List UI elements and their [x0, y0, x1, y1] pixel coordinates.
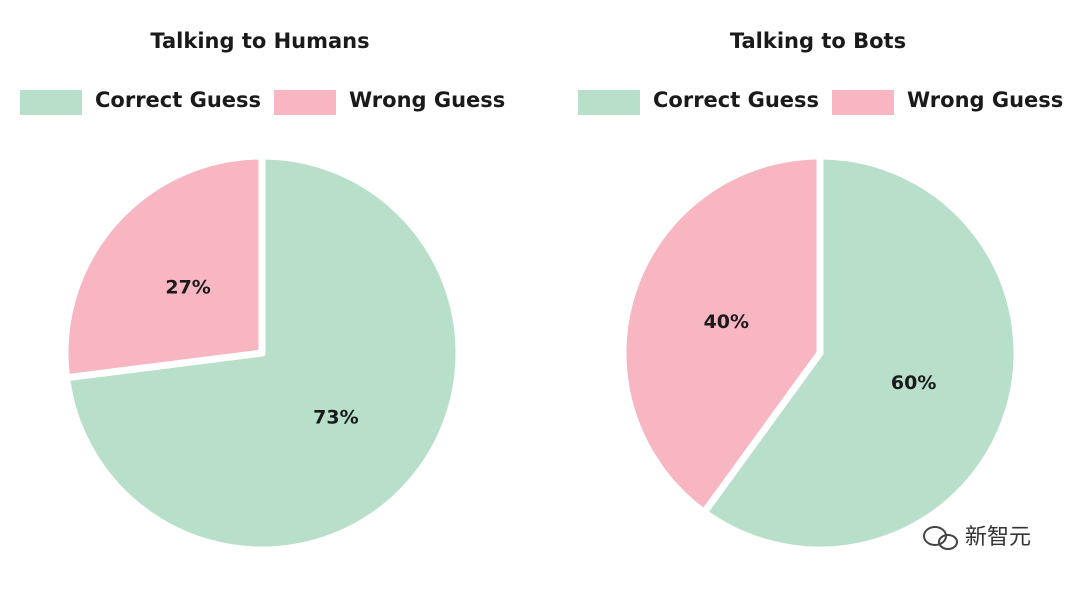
legend-label: Wrong Guess [349, 88, 505, 112]
legend-label: Correct Guess [95, 88, 261, 112]
value-label: 27% [165, 276, 210, 298]
watermark-logo [923, 526, 958, 550]
pie-slice [61, 152, 266, 382]
legend-swatch [20, 90, 82, 115]
legend-swatch [578, 90, 640, 115]
pie-slice [619, 152, 824, 516]
pie-slice [700, 152, 1021, 554]
chart-title: Talking to Humans [150, 29, 369, 53]
legend-swatch [274, 90, 336, 115]
value-label: 60% [891, 372, 936, 394]
value-label: 40% [704, 311, 749, 333]
chart-title: Talking to Bots [730, 29, 906, 53]
value-label: 73% [313, 407, 358, 429]
legend-label: Wrong Guess [907, 88, 1063, 112]
watermark: 新智元 [965, 525, 1031, 550]
legend-label: Correct Guess [653, 88, 819, 112]
legend-swatch [832, 90, 894, 115]
